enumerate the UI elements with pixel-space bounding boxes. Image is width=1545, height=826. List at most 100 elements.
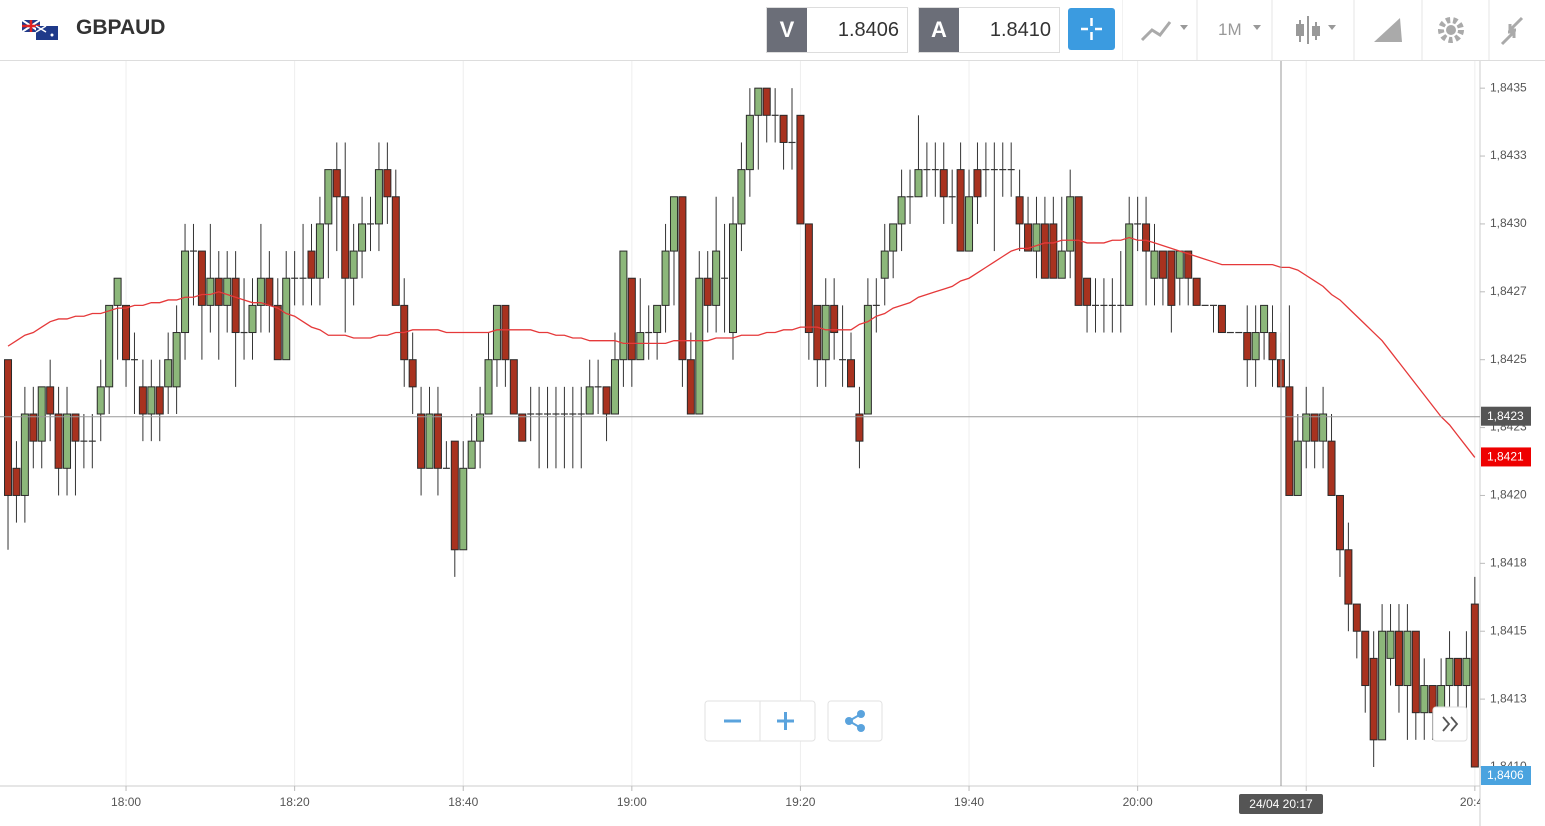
candle-body	[509, 359, 518, 415]
candle-body	[1125, 223, 1134, 306]
candle-body	[779, 114, 788, 143]
candle-body	[349, 250, 358, 279]
x-tick-label: 19:00	[617, 795, 647, 809]
toolbar-icons	[1122, 0, 1524, 60]
candle-body	[138, 386, 147, 415]
y-tick-label: 1,8425	[1490, 352, 1527, 366]
flag-icon	[22, 20, 58, 40]
candle-body	[939, 169, 948, 198]
candle-body	[847, 359, 856, 388]
candle-body	[830, 304, 839, 334]
y-tick-label: 1,8427	[1490, 284, 1527, 298]
candle-body	[1167, 250, 1176, 306]
y-tick-label: 1,8415	[1490, 623, 1527, 637]
candle-body	[1403, 630, 1412, 687]
candle-body	[880, 250, 889, 279]
buy-box[interactable]: A 1.8410	[918, 7, 1060, 53]
candle-body	[1024, 223, 1033, 252]
crosshair-button[interactable]	[1068, 8, 1115, 50]
candle-body	[273, 304, 282, 361]
candle-body	[383, 169, 392, 198]
candle-body	[1192, 277, 1201, 306]
candle-body	[12, 467, 21, 496]
candle-body	[417, 413, 426, 469]
axes: 1,8435 1,8433 1,8430 1,8427 1,8425 1,8423 1,84…	[111, 80, 1527, 809]
symbol: GBPAUD	[76, 16, 166, 39]
candle-body	[1310, 413, 1319, 442]
candle-body	[46, 386, 55, 415]
candle-body	[686, 359, 695, 415]
candle-body	[282, 277, 291, 361]
x-tick-label: 20:40	[1460, 795, 1490, 809]
candle-body	[712, 250, 721, 306]
candle-body	[754, 87, 763, 116]
candle-body	[459, 467, 468, 551]
candle-body	[1386, 630, 1395, 659]
candle-body	[391, 196, 400, 306]
moving-average-line	[7, 236, 1476, 458]
candle-body	[914, 169, 923, 198]
x-tick-label: 18:40	[448, 795, 478, 809]
timeframe[interactable]: 1M	[1218, 20, 1242, 39]
candle-body	[762, 87, 771, 116]
crosshair-time-label: 24/04 20:17	[1249, 797, 1313, 811]
x-tick-label: 19:20	[785, 795, 815, 809]
x-tick-label: 20:00	[1123, 795, 1153, 809]
candle-body	[1150, 250, 1159, 279]
candle-body	[1453, 657, 1462, 687]
y-tick-label: 1,8413	[1490, 691, 1527, 705]
candle-body	[1268, 332, 1277, 361]
candle-body	[1066, 196, 1075, 252]
candle-body	[54, 413, 63, 469]
candle-body	[1369, 657, 1378, 741]
candle-body	[1293, 440, 1302, 496]
candle-body	[122, 304, 131, 361]
candle-body	[1394, 630, 1403, 687]
candle-body	[358, 223, 367, 252]
candle-body	[197, 250, 206, 306]
candle-body	[1040, 223, 1049, 279]
candle-body	[610, 359, 619, 415]
candle-body	[863, 304, 872, 415]
candle-body	[206, 277, 215, 306]
candle-body	[627, 277, 636, 361]
candle-body	[1445, 657, 1454, 687]
zoom-controls	[704, 700, 1468, 742]
candle-body	[745, 114, 754, 171]
candle-body	[889, 223, 898, 252]
candle-body	[1057, 250, 1066, 279]
candle-body	[956, 169, 965, 252]
candle-body	[1327, 440, 1336, 496]
sell-label: V	[767, 8, 807, 52]
candle-body	[965, 196, 974, 252]
candle-body	[804, 223, 813, 334]
candle-body	[467, 440, 476, 469]
candle-body	[695, 277, 704, 415]
candle-body	[332, 169, 341, 198]
candle-body	[1411, 630, 1420, 714]
candle-body	[1049, 223, 1058, 279]
candle-body	[1352, 603, 1361, 632]
candle-body	[1184, 250, 1193, 279]
share-button[interactable]	[827, 700, 883, 742]
candle-body	[855, 413, 864, 442]
candle-body	[1175, 250, 1184, 279]
bid-price-label: 1,8406	[1487, 768, 1524, 782]
candle-body	[492, 304, 501, 361]
candle-body	[813, 304, 822, 361]
candle-body	[164, 359, 173, 388]
y-tick-label: 1,8430	[1490, 216, 1527, 230]
candle-body	[1319, 413, 1328, 442]
candle-body	[1420, 685, 1429, 714]
candle-body	[585, 386, 594, 415]
candle-body	[678, 196, 687, 361]
grid	[125, 61, 1476, 786]
candle-body	[96, 386, 105, 415]
zoom-in[interactable]	[777, 712, 794, 730]
candle-body	[147, 386, 156, 415]
candle-body	[1243, 332, 1252, 361]
sell-box[interactable]: V 1.8406	[766, 7, 908, 53]
candle-body	[1074, 196, 1083, 306]
